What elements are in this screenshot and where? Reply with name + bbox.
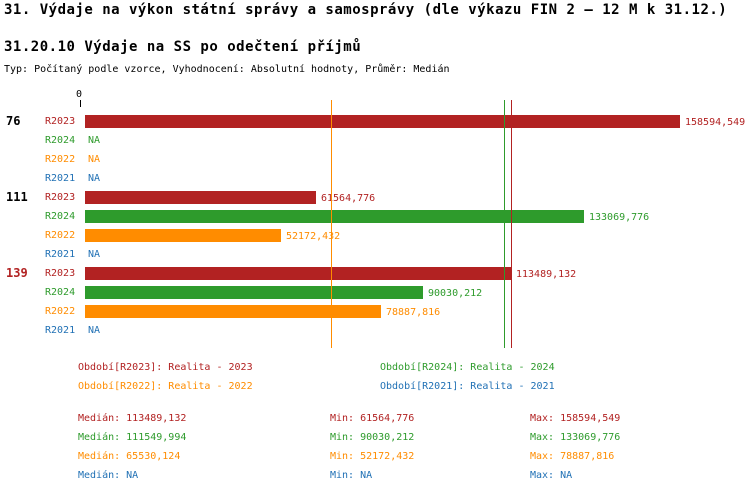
x-axis-zero-tick [80, 100, 81, 107]
bar-r2024 [85, 210, 584, 223]
stat-min-r2021: Min: NA [330, 470, 373, 481]
series-label-r2021: R2021 [45, 325, 76, 336]
group-label: 111 [6, 190, 28, 204]
stat-median-r2022: Medián: 65530,124 [78, 451, 181, 462]
bar-r2022 [85, 229, 281, 242]
series-label-r2022: R2022 [45, 154, 76, 165]
indicator-subtitle: 31.20.10 Výdaje na SS po odečtení příjmů [4, 39, 362, 55]
na-label: NA [88, 249, 101, 260]
series-label-r2021: R2021 [45, 249, 76, 260]
na-label: NA [88, 173, 101, 184]
stat-max-r2021: Max: NA [530, 470, 573, 481]
stat-max-r2023: Max: 158594,549 [530, 413, 621, 424]
bar-value-label: 158594,549 [685, 117, 746, 128]
series-label-r2023: R2023 [45, 192, 76, 203]
legend-r2022: Období[R2022]: Realita - 2022 [78, 381, 253, 392]
series-label-r2022: R2022 [45, 306, 76, 317]
median-line-r2024 [504, 100, 505, 348]
bar-value-label: 90030,212 [428, 288, 483, 299]
series-label-r2024: R2024 [45, 287, 76, 298]
bar-value-label: 113489,132 [516, 269, 577, 280]
bar-r2024 [85, 286, 423, 299]
group-label: 76 [6, 114, 21, 128]
series-label-r2024: R2024 [45, 135, 76, 146]
bar-r2023 [85, 267, 511, 280]
bar-value-label: 61564,776 [321, 193, 376, 204]
stat-median-r2024: Medián: 111549,994 [78, 432, 187, 443]
bar-r2023 [85, 191, 316, 204]
group-label: 139 [6, 266, 28, 280]
bar-value-label: 133069,776 [589, 212, 650, 223]
stat-max-r2022: Max: 78887,816 [530, 451, 615, 462]
x-axis-zero-label: 0 [76, 89, 83, 100]
stat-min-r2024: Min: 90030,212 [330, 432, 415, 443]
indicator-meta: Typ: Počítaný podle vzorce, Vyhodnocení:… [4, 64, 450, 75]
na-label: NA [88, 135, 101, 146]
bar-value-label: 78887,816 [386, 307, 441, 318]
stat-min-r2023: Min: 61564,776 [330, 413, 415, 424]
series-label-r2021: R2021 [45, 173, 76, 184]
bar-value-label: 52172,432 [286, 231, 341, 242]
na-label: NA [88, 154, 101, 165]
stat-median-r2021: Medián: NA [78, 470, 139, 481]
legend-r2024: Období[R2024]: Realita - 2024 [380, 362, 555, 373]
legend-r2021: Období[R2021]: Realita - 2021 [380, 381, 555, 392]
series-label-r2023: R2023 [45, 116, 76, 127]
series-label-r2023: R2023 [45, 268, 76, 279]
stat-max-r2024: Max: 133069,776 [530, 432, 621, 443]
median-line-r2022 [331, 100, 332, 348]
na-label: NA [88, 325, 101, 336]
bar-r2022 [85, 305, 381, 318]
stat-median-r2023: Medián: 113489,132 [78, 413, 187, 424]
series-label-r2022: R2022 [45, 230, 76, 241]
stat-min-r2022: Min: 52172,432 [330, 451, 415, 462]
series-label-r2024: R2024 [45, 211, 76, 222]
median-line-r2023 [511, 100, 512, 348]
bar-r2023 [85, 115, 680, 128]
page-title: 31. Výdaje na výkon státní správy a samo… [4, 2, 728, 18]
legend-r2023: Období[R2023]: Realita - 2023 [78, 362, 253, 373]
